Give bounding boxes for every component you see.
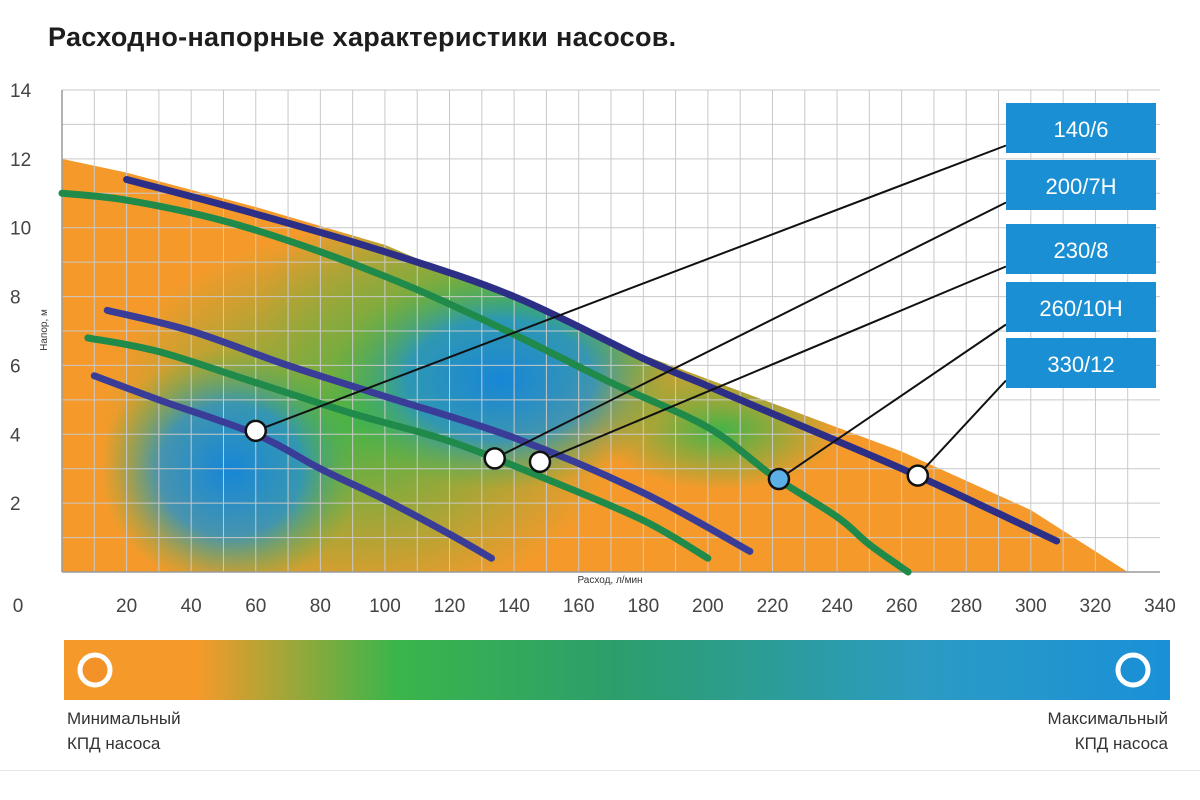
x-tick-label: 20 — [116, 596, 137, 617]
y-tick-label: 10 — [10, 219, 31, 240]
series-layer — [58, 176, 1061, 576]
x-tick-label: 260 — [886, 596, 918, 617]
max-efficiency-dot — [1115, 652, 1151, 688]
bottom-divider — [0, 770, 1200, 771]
min-caption-line2: КПД насоса — [67, 734, 161, 753]
x-tick-label: 0 — [13, 596, 24, 617]
series-curve-330-12 — [123, 176, 1061, 545]
series-labels: 140/6 200/7H 230/8 260/10H 330/12 — [1006, 103, 1156, 388]
x-tick-label: 60 — [245, 596, 266, 617]
x-tick-label: 240 — [821, 596, 853, 617]
leader-line-140-6 — [255, 144, 1007, 432]
marker-230-8 — [528, 450, 552, 474]
y-tick-label: 4 — [10, 425, 21, 446]
leader-lines — [255, 144, 1007, 480]
marker-140-6 — [244, 419, 268, 443]
series-label-box-230-8 — [1006, 224, 1156, 274]
series-label-200-7h: 200/7H — [1046, 174, 1117, 199]
y-tick-label: 2 — [10, 494, 21, 515]
max-efficiency-caption: Максимальный КПД насоса — [950, 706, 1168, 756]
min-efficiency-caption: Минимальный КПД насоса — [67, 706, 181, 756]
series-label-box-330-12 — [1006, 338, 1156, 388]
markers — [244, 419, 930, 491]
x-tick-label: 140 — [498, 596, 530, 617]
marker-200-7h — [483, 447, 506, 470]
x-tick-label: 80 — [310, 596, 331, 617]
x-tick-label: 100 — [369, 596, 401, 617]
series-label-box-140-6 — [1006, 103, 1156, 153]
marker-260-10h — [767, 467, 791, 491]
y-tick-label: 14 — [10, 81, 32, 102]
marker-330-12 — [906, 464, 930, 487]
pump-performance-chart: 140/6 200/7H 230/8 260/10H 330/12 0 20 40 60 80 1… — [10, 81, 1176, 700]
series-curve-140-6 — [90, 372, 496, 562]
chart-title: Расходно-напорные характеристики насосов… — [48, 22, 677, 52]
series-curve-260-10h — [58, 189, 912, 576]
x-tick-label: 320 — [1080, 596, 1112, 617]
series-label-230-8: 230/8 — [1053, 238, 1108, 263]
x-tick-label: 300 — [1015, 596, 1047, 617]
leader-line-200-7h — [494, 201, 1007, 460]
max-caption-line2: КПД насоса — [1074, 734, 1168, 753]
series-label-330-12: 330/12 — [1047, 352, 1114, 377]
series-curve-200-7h — [84, 334, 712, 562]
x-tick-label: 40 — [181, 596, 202, 617]
max-caption-line1: Максимальный — [1047, 709, 1168, 728]
y-tick-labels: 2 4 6 8 10 12 14 — [10, 81, 32, 515]
x-axis-label: Расход, л/мин — [577, 575, 642, 586]
y-tick-label: 6 — [10, 356, 21, 377]
x-tick-label: 160 — [563, 596, 595, 617]
x-tick-label: 280 — [950, 596, 982, 617]
series-label-140-6: 140/6 — [1053, 117, 1108, 142]
series-label-box-260-10h — [1006, 282, 1156, 332]
x-tick-label: 220 — [757, 596, 789, 617]
leader-line-230-8 — [539, 265, 1007, 463]
x-tick-labels: 0 20 40 60 80 100 120 140 160 180 200 220 240 260 280 3… — [13, 596, 1176, 617]
y-tick-label: 8 — [10, 288, 21, 309]
x-tick-label: 120 — [434, 596, 466, 617]
leader-line-330-12 — [917, 379, 1007, 477]
x-tick-label: 180 — [627, 596, 659, 617]
series-label-box-200-7h — [1006, 160, 1156, 210]
min-caption-line1: Минимальный — [67, 709, 181, 728]
leader-line-260-10h — [778, 323, 1007, 480]
x-tick-label: 200 — [692, 596, 724, 617]
efficiency-gradient-bar — [64, 640, 1170, 700]
series-label-260-10h: 260/10H — [1039, 296, 1122, 321]
y-tick-label: 12 — [10, 150, 31, 171]
min-efficiency-dot — [77, 652, 113, 688]
series-curve-230-8 — [103, 306, 754, 555]
x-tick-label: 340 — [1144, 596, 1176, 617]
y-axis-label: Напор, м — [39, 309, 50, 351]
